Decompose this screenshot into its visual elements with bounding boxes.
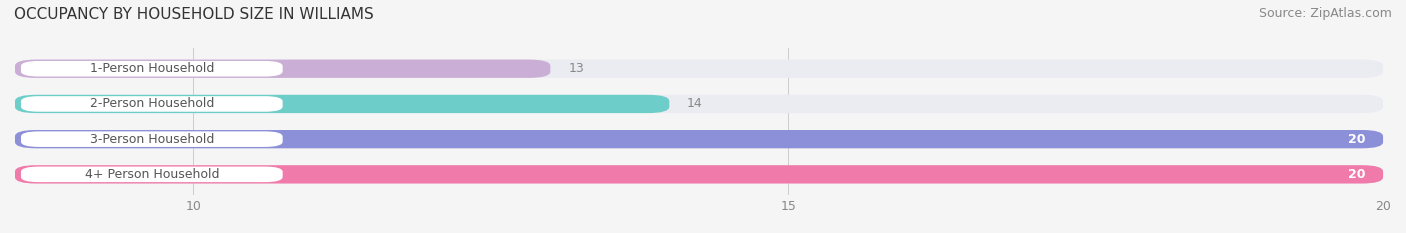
Text: 13: 13 (568, 62, 583, 75)
FancyBboxPatch shape (21, 96, 283, 112)
FancyBboxPatch shape (15, 60, 1384, 78)
FancyBboxPatch shape (21, 61, 283, 76)
Text: 4+ Person Household: 4+ Person Household (84, 168, 219, 181)
Text: 2-Person Household: 2-Person Household (90, 97, 214, 110)
FancyBboxPatch shape (15, 165, 1384, 184)
FancyBboxPatch shape (21, 131, 283, 147)
Text: 3-Person Household: 3-Person Household (90, 133, 214, 146)
Text: 14: 14 (688, 97, 703, 110)
FancyBboxPatch shape (15, 95, 1384, 113)
Text: 1-Person Household: 1-Person Household (90, 62, 214, 75)
FancyBboxPatch shape (15, 60, 550, 78)
Text: Source: ZipAtlas.com: Source: ZipAtlas.com (1258, 7, 1392, 20)
FancyBboxPatch shape (21, 167, 283, 182)
Text: 20: 20 (1348, 168, 1365, 181)
Text: OCCUPANCY BY HOUSEHOLD SIZE IN WILLIAMS: OCCUPANCY BY HOUSEHOLD SIZE IN WILLIAMS (14, 7, 374, 22)
FancyBboxPatch shape (15, 130, 1384, 148)
FancyBboxPatch shape (15, 130, 1384, 148)
FancyBboxPatch shape (15, 165, 1384, 184)
FancyBboxPatch shape (15, 95, 669, 113)
Text: 20: 20 (1348, 133, 1365, 146)
